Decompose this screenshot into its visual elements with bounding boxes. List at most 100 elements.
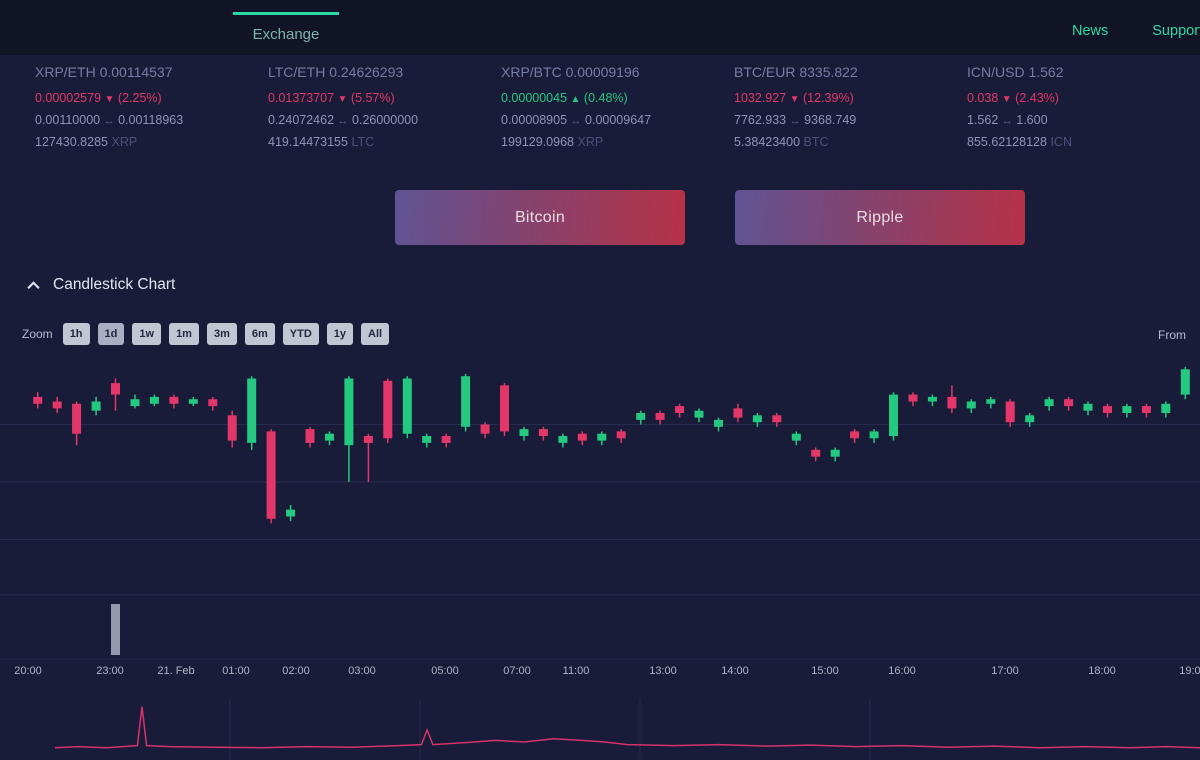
x-axis-label: 11:00: [563, 665, 590, 677]
link-support[interactable]: Support: [1152, 23, 1200, 39]
candle-body[interactable]: [208, 399, 218, 407]
candle-body[interactable]: [908, 394, 918, 402]
candle-body[interactable]: [1064, 399, 1074, 407]
candle-body[interactable]: [149, 396, 159, 404]
change-percent: (0.48%): [583, 91, 628, 105]
candle-body[interactable]: [636, 413, 646, 420]
candle-body[interactable]: [889, 394, 898, 436]
pair-volume: 127430.8285 XRP: [35, 135, 268, 149]
candle-body[interactable]: [577, 433, 587, 441]
candle-body[interactable]: [111, 383, 120, 395]
range-button-1d[interactable]: 1d: [97, 323, 125, 345]
candle-body[interactable]: [986, 399, 996, 404]
candle-body[interactable]: [694, 410, 704, 418]
candle-body[interactable]: [1083, 403, 1093, 411]
candle-body[interactable]: [325, 433, 334, 441]
candle-body[interactable]: [675, 406, 685, 413]
candle-body[interactable]: [597, 433, 607, 441]
candle-body[interactable]: [227, 415, 237, 441]
range-button-1h[interactable]: 1h: [62, 323, 90, 345]
candle-body[interactable]: [363, 436, 373, 443]
link-news[interactable]: News: [1072, 23, 1109, 39]
candle-body[interactable]: [538, 429, 548, 436]
candle-body[interactable]: [33, 396, 43, 404]
candle-body[interactable]: [422, 436, 432, 443]
candle-body[interactable]: [402, 378, 412, 434]
candle-body[interactable]: [714, 419, 723, 427]
candle-body[interactable]: [286, 509, 296, 517]
candle-body[interactable]: [441, 436, 451, 443]
candle-body[interactable]: [558, 436, 568, 443]
ticker-card[interactable]: XRP/BTC 0.00009196 0.00000045 ▲ (0.48%) …: [501, 64, 734, 149]
range-arrows-icon: ↔: [103, 115, 115, 127]
candle-body[interactable]: [869, 431, 879, 439]
range-button-1w[interactable]: 1w: [132, 323, 162, 345]
range-arrows-icon: ↔: [570, 115, 582, 127]
bitcoin-button[interactable]: Bitcoin: [395, 190, 685, 245]
change-percent: (2.25%): [117, 91, 162, 105]
candle-body[interactable]: [1161, 403, 1171, 413]
pair-range: 0.00008905 ↔ 0.00009647: [501, 113, 734, 127]
candle-body[interactable]: [1025, 415, 1035, 423]
candle-body[interactable]: [772, 415, 782, 423]
chevron-up-icon[interactable]: [27, 280, 40, 290]
volume-value: 127430.8285: [35, 135, 108, 149]
pair-range: 0.00110000 ↔ 0.00118963: [35, 113, 268, 127]
candle-body[interactable]: [1005, 401, 1015, 423]
candle-body[interactable]: [966, 401, 976, 409]
range-button-all[interactable]: All: [361, 323, 390, 345]
candle-body[interactable]: [1141, 406, 1151, 413]
candlestick-chart[interactable]: 20:00 23:00 21. Feb 01:00 02:00 03:00 05:00 07:…: [0, 352, 1200, 682]
candle-body[interactable]: [947, 396, 957, 409]
range-button-6m[interactable]: 6m: [244, 323, 275, 345]
x-axis-label: 13:00: [649, 665, 677, 677]
candle-body[interactable]: [461, 376, 471, 427]
range-high: 0.00118963: [118, 113, 184, 127]
range-button-3m[interactable]: 3m: [206, 323, 237, 345]
candle-body[interactable]: [519, 429, 529, 436]
candle-body[interactable]: [52, 401, 62, 409]
range-button-1m[interactable]: 1m: [169, 323, 199, 345]
candle-body[interactable]: [72, 403, 82, 434]
volume-bar[interactable]: [111, 604, 120, 655]
candle-body[interactable]: [1103, 406, 1112, 413]
range-button-1y[interactable]: 1y: [326, 323, 354, 345]
candle-body[interactable]: [811, 449, 821, 457]
volume-unit: ICN: [1050, 135, 1072, 149]
volume-unit: LTC: [351, 135, 375, 149]
candle-body[interactable]: [480, 424, 490, 434]
candle-body[interactable]: [344, 378, 354, 446]
candle-body[interactable]: [1180, 369, 1190, 395]
candle-body[interactable]: [733, 408, 743, 418]
candle-body[interactable]: [247, 378, 257, 443]
ripple-button[interactable]: Ripple: [735, 190, 1025, 245]
ticker-card[interactable]: LTC/ETH 0.24626293 0.01373707 ▼ (5.57%) …: [268, 64, 501, 149]
ticker-card[interactable]: XRP/ETH 0.00114537 0.00002579 ▼ (2.25%) …: [35, 64, 268, 149]
candle-body[interactable]: [91, 401, 101, 411]
candle-body[interactable]: [383, 380, 393, 439]
candle-body[interactable]: [830, 449, 840, 457]
candle-body[interactable]: [266, 431, 276, 519]
candle-body[interactable]: [130, 399, 140, 407]
tab-exchange[interactable]: Exchange: [233, 12, 339, 43]
candle-body[interactable]: [616, 431, 626, 439]
candle-body[interactable]: [791, 433, 801, 441]
ticker-card[interactable]: ICN/USD 1.562 0.038 ▼ (2.43%) 1.562 ↔ 1.…: [967, 64, 1200, 149]
candle-body[interactable]: [655, 413, 665, 420]
candle-body[interactable]: [188, 399, 198, 404]
candle-body[interactable]: [500, 385, 509, 432]
change-percent: (12.39%): [803, 91, 854, 105]
candle-body[interactable]: [927, 396, 937, 402]
candle-body[interactable]: [1122, 406, 1132, 413]
change-arrow-icon: ▼: [337, 94, 348, 105]
candle-body[interactable]: [752, 415, 762, 423]
candle-body[interactable]: [1044, 399, 1054, 407]
candle-body[interactable]: [850, 431, 860, 439]
range-button-ytd[interactable]: YTD: [282, 323, 319, 345]
chart-navigator[interactable]: [0, 700, 1200, 760]
x-axis-label: 15:00: [811, 665, 839, 677]
range-high: 1.600: [1016, 113, 1048, 127]
candle-body[interactable]: [305, 429, 315, 443]
ticker-card[interactable]: BTC/EUR 8335.822 1032.927 ▼ (12.39%) 776…: [734, 64, 967, 149]
candle-body[interactable]: [169, 396, 179, 404]
